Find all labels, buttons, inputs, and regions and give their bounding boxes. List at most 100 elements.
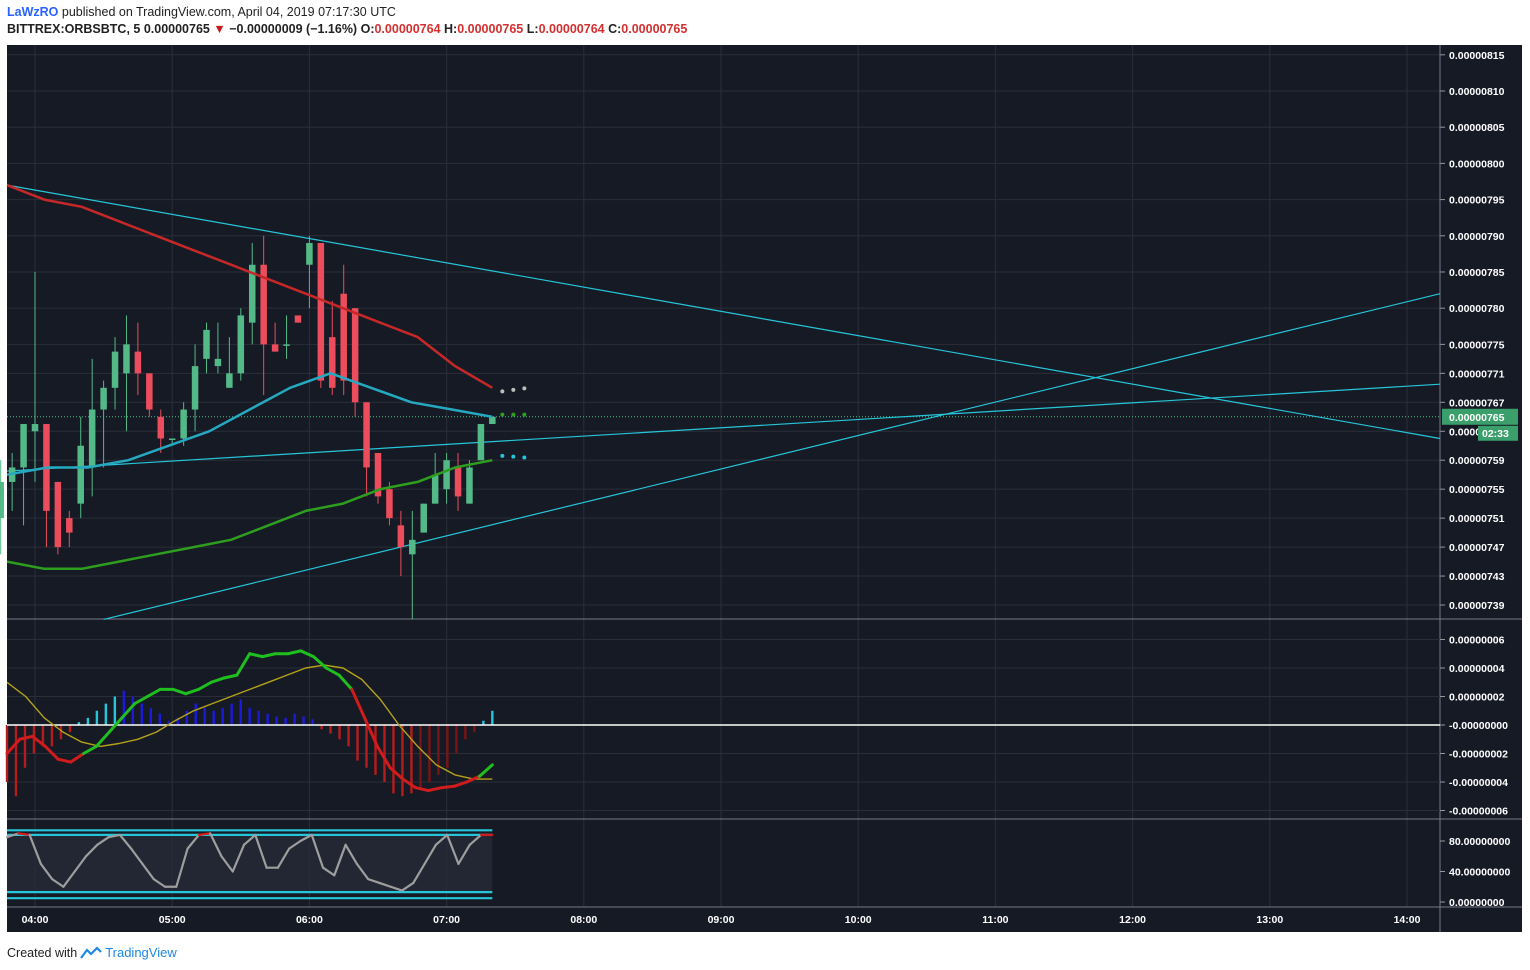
macd-histogram-bar: [77, 722, 81, 725]
candle-down: [340, 293, 347, 381]
candle-up: [283, 344, 290, 346]
macd-tick-label: -0.00000006: [1449, 806, 1508, 818]
candle-up: [31, 424, 39, 432]
close-value: 0.00000765: [621, 22, 688, 36]
price-tick-label: 0.00000800: [1449, 158, 1505, 170]
macd-line-segment: [31, 734, 47, 748]
projection-dot: [500, 412, 505, 417]
projection-dot: [500, 389, 505, 394]
stoch-tick-label: 40.00000000: [1449, 867, 1510, 879]
tradingview-brand-link[interactable]: TradingView: [105, 945, 177, 960]
macd-line-segment: [426, 786, 443, 793]
macd-line-segment: [56, 757, 73, 764]
macd-histogram-bar: [257, 710, 260, 725]
stoch-k-segment: [400, 881, 415, 892]
macd-histogram-bar: [365, 725, 368, 768]
macd-histogram-bar: [23, 725, 27, 768]
stoch-k-segment: [175, 847, 189, 888]
price-tick-label: 0.00000751: [1449, 513, 1505, 525]
macd-histogram-bar: [239, 699, 242, 725]
low-label: L:: [526, 22, 539, 36]
macd-line-segment: [222, 673, 239, 680]
macd-line-segment: [363, 716, 379, 748]
candle-down: [146, 373, 153, 410]
candle-down: [351, 308, 359, 403]
stoch-k-segment: [186, 833, 200, 850]
stoch-k-segment: [367, 878, 381, 885]
stoch-k-segment: [434, 833, 449, 846]
macd-histogram-bar: [113, 696, 117, 725]
macd-line-segment: [414, 786, 430, 793]
macd-histogram-bar: [176, 717, 179, 725]
macd-line-segment: [94, 730, 111, 748]
created-with-text: Created with: [7, 945, 78, 960]
low-value: 0.00000764: [538, 22, 605, 36]
stoch-k-segment: [276, 847, 291, 869]
time-tick-label: 13:00: [1256, 914, 1283, 926]
stoch-k-segment: [62, 870, 76, 888]
macd-histogram-bar: [248, 707, 251, 725]
time-tick-label: 04:00: [22, 914, 49, 926]
author-link[interactable]: LaWzRO: [7, 5, 59, 19]
countdown-marker: [1478, 425, 1518, 441]
macd-histogram-bar: [185, 710, 188, 725]
macd-histogram-bar: [230, 703, 233, 725]
price-tick-label: 0.00000790: [1449, 231, 1505, 243]
candle-up: [409, 539, 416, 555]
macd-histogram-bar: [428, 725, 431, 782]
candle-up: [111, 351, 119, 388]
macd-histogram-bar: [41, 725, 45, 747]
macd-histogram-bar: [95, 710, 99, 725]
projection-dot: [522, 455, 527, 460]
stoch-k-segment: [378, 881, 392, 888]
macd-line-segment: [375, 744, 392, 770]
candle-up: [466, 467, 473, 504]
stoch-tick-label: 0.00000000: [1449, 897, 1505, 909]
stoch-k-segment: [231, 843, 246, 873]
macd-histogram-bar: [338, 725, 341, 740]
macd-line-segment: [248, 652, 264, 659]
macd-line-segment: [184, 687, 201, 696]
trendline: [6, 383, 1441, 472]
stoch-k-segment: [457, 843, 471, 865]
trendline: [103, 293, 1441, 621]
stoch-k-segment: [96, 836, 110, 846]
price-tick-label: 0.00000747: [1449, 542, 1505, 554]
price-tick-label: 0.00000815: [1449, 50, 1505, 62]
macd-histogram-bar: [482, 720, 485, 725]
time-tick-label: 08:00: [570, 914, 597, 926]
last-price-marker-label: 0.00000765: [1449, 412, 1505, 424]
macd-histogram-bar: [212, 710, 215, 725]
macd-tick-label: -0.00000004: [1449, 777, 1508, 789]
candle-down: [134, 351, 142, 374]
stoch-k-segment: [355, 862, 370, 881]
macd-histogram-bar: [410, 725, 413, 794]
candle-up: [168, 438, 176, 440]
candle-down: [66, 518, 73, 533]
macd-line-segment: [18, 734, 35, 741]
macd-line-segment: [312, 655, 328, 670]
candle-up: [248, 264, 256, 323]
macd-line-segment: [107, 716, 124, 734]
stoch-k-segment: [107, 833, 121, 839]
macd-line-segment: [260, 652, 277, 659]
macd-histogram-bar: [14, 725, 18, 797]
price-tick-label: 0.00000739: [1449, 600, 1505, 612]
candle-down: [317, 243, 325, 381]
macd-line-segment: [120, 702, 137, 720]
stoch-k-segment: [84, 843, 99, 858]
high-value: 0.00000765: [457, 22, 524, 36]
candle-down: [454, 467, 462, 497]
time-tick-label: 10:00: [845, 914, 872, 926]
macd-line-segment: [82, 744, 98, 755]
candle-up: [226, 373, 233, 388]
symbol-name[interactable]: BITTREX:ORBSBTC, 5: [7, 22, 141, 36]
stoch-k-segment: [118, 833, 133, 850]
macd-histogram-bar: [266, 713, 269, 725]
projection-dot: [511, 387, 516, 392]
macd-line-segment: [5, 737, 22, 755]
macd-signal-line: [6, 664, 493, 780]
macd-tick-label: 0.00000006: [1449, 635, 1505, 647]
chart-canvas[interactable]: 04:00 05:00 06:00 07:00 08:00 09:00 10:00 11:00…: [0, 42, 1530, 935]
plot-background: [7, 45, 1440, 932]
